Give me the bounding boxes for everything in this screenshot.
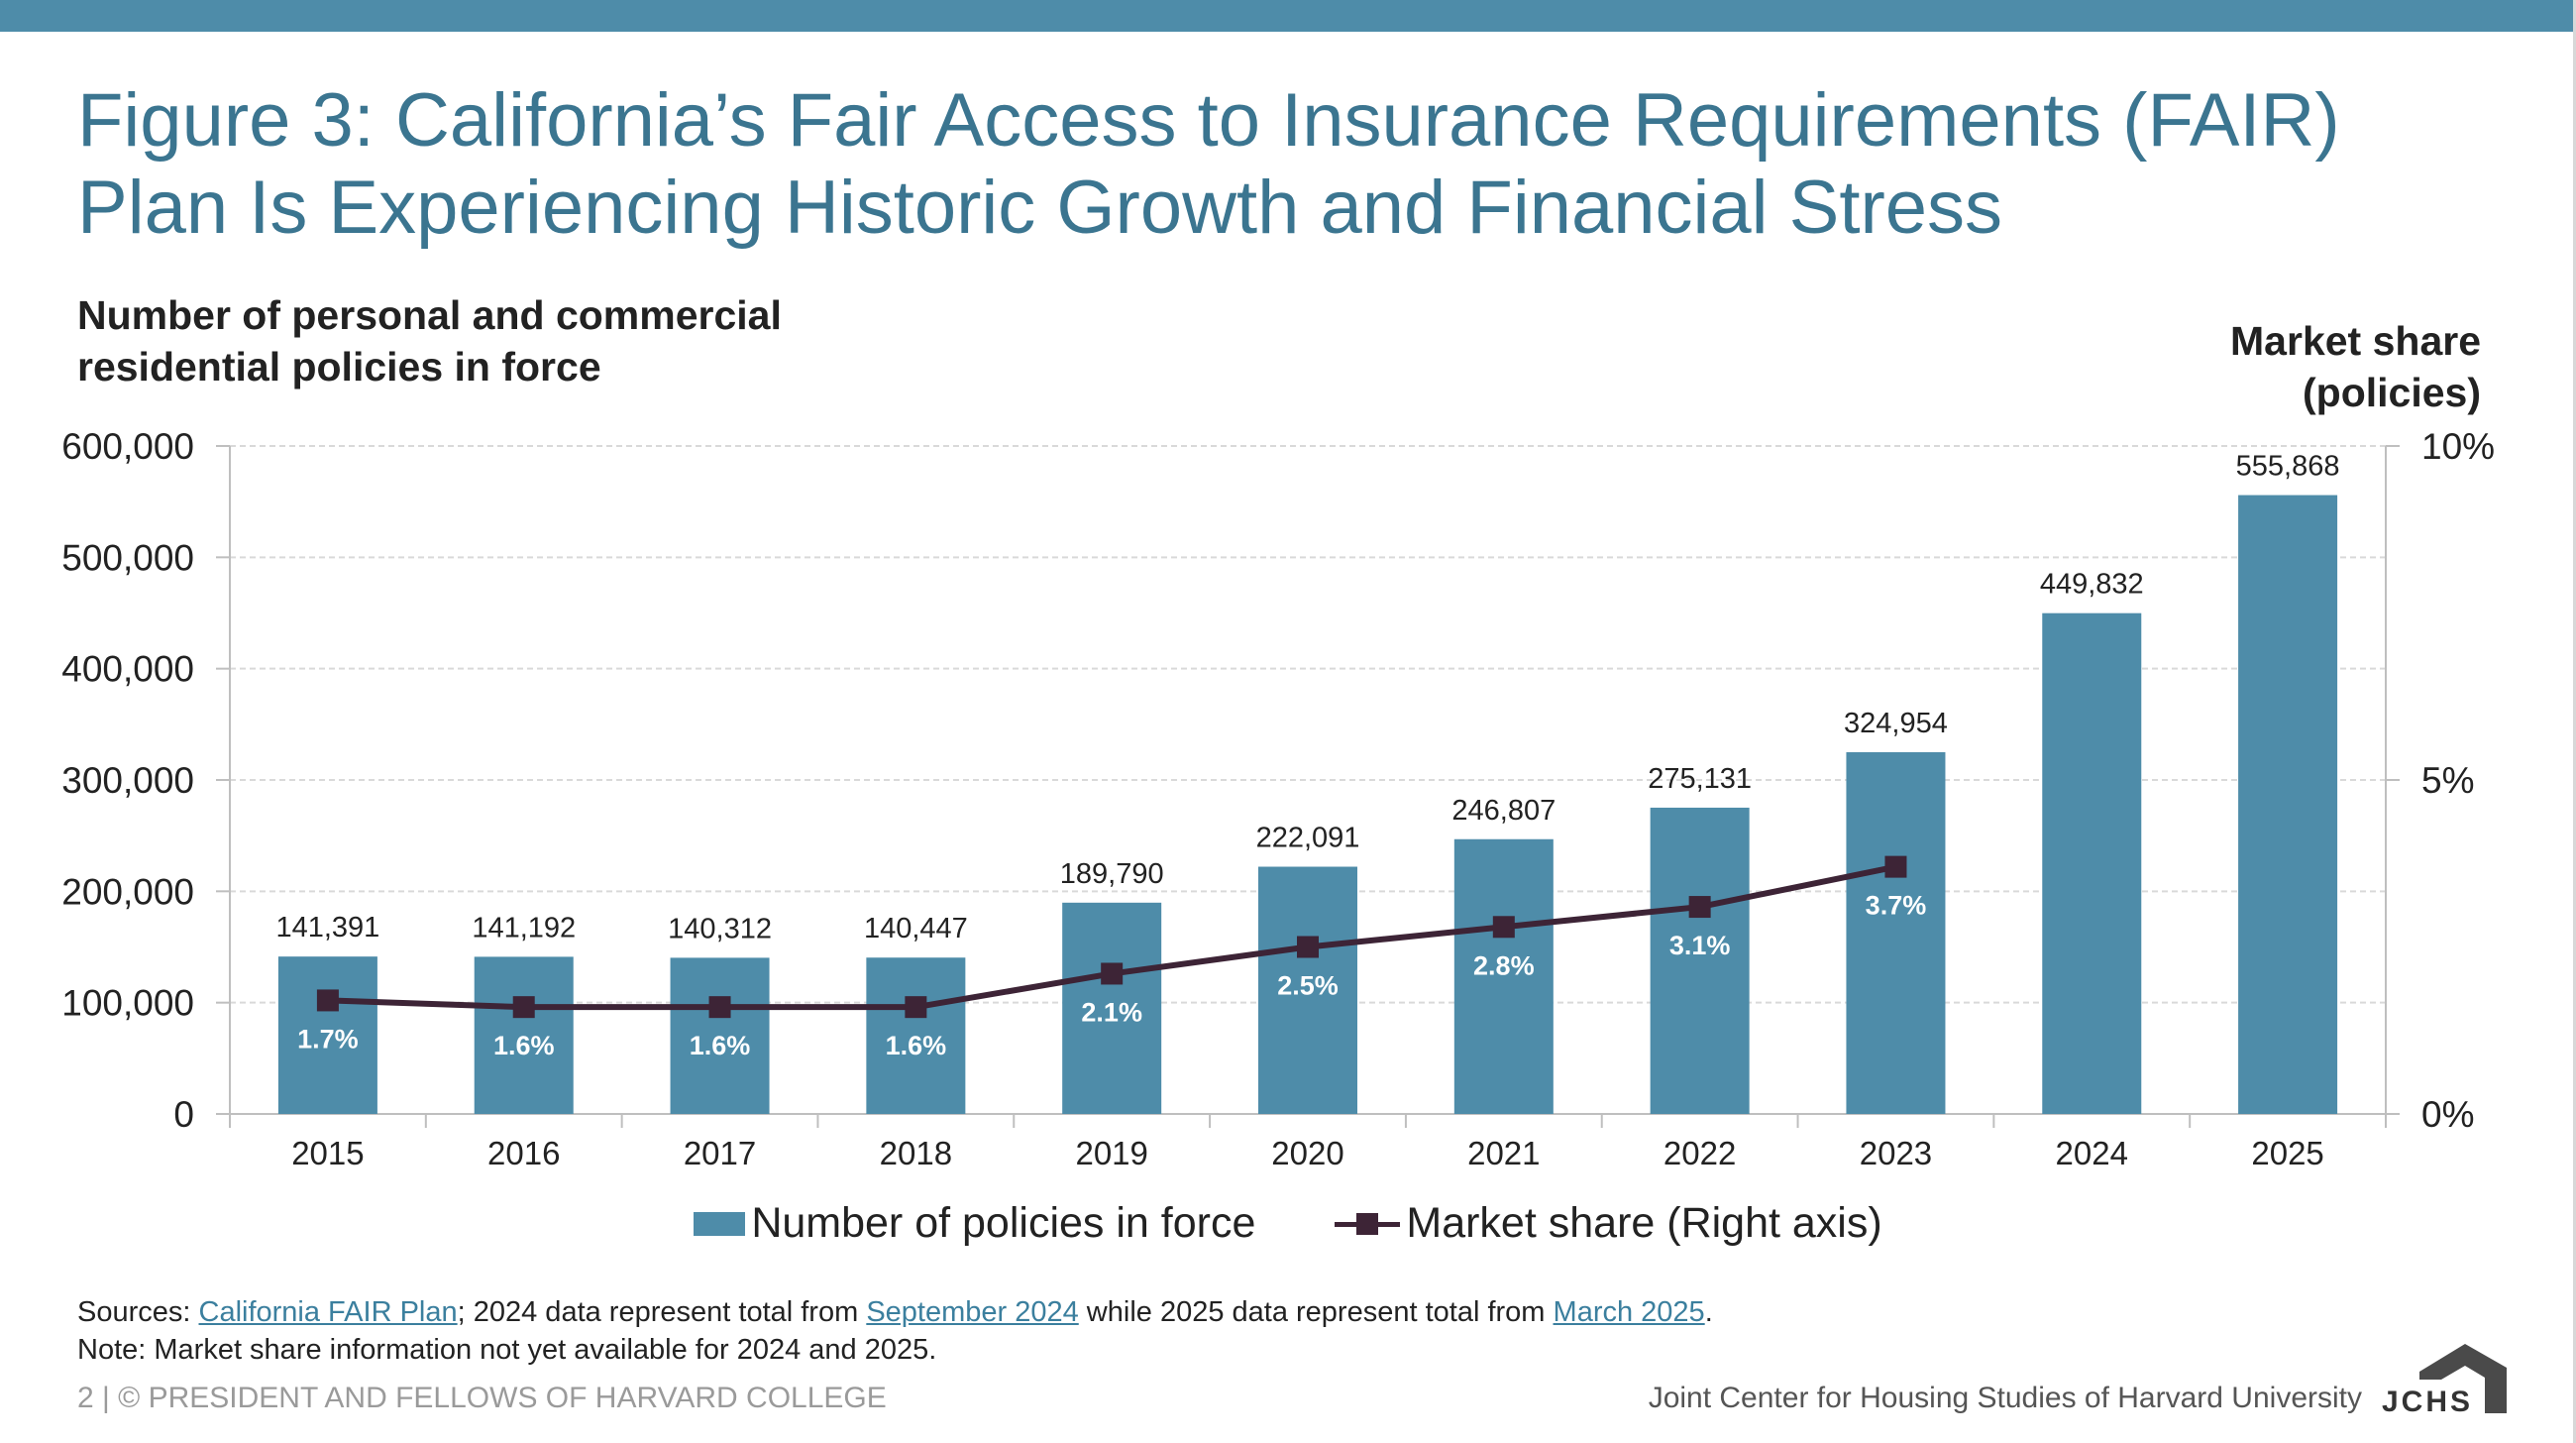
left-axis-tick-label: 300,000 [61, 760, 194, 801]
bar-value-labels: 141,391 141,192 140,312 140,447 189,790 222,0… [275, 451, 2339, 945]
left-axis-tick-label: 100,000 [61, 983, 194, 1024]
sources-text: Sources: California FAIR Plan; 2024 data… [77, 1294, 1713, 1330]
legend-item-policies: Number of policies in force [694, 1199, 1255, 1248]
left-axis-title-line-2: residential policies in force [77, 344, 601, 389]
market-share-point-label: 3.1% [1669, 931, 1731, 960]
right-axis-title: Market share (policies) [2230, 315, 2481, 418]
policy-bar [474, 956, 574, 1114]
market-share-point-label: 3.7% [1866, 891, 1927, 921]
x-axis-tick-label: 2016 [487, 1135, 560, 1171]
axes: 0 100,000 200,000 300,000 400,000 500,000 600,… [61, 426, 2495, 1171]
x-axis-tick-label: 2020 [1271, 1135, 1343, 1171]
left-axis-tick-label: 600,000 [61, 426, 194, 467]
policy-bar-value-label: 246,807 [1451, 795, 1556, 827]
policy-bar-value-label: 449,832 [2040, 569, 2144, 601]
source-link-september-2024[interactable]: September 2024 [866, 1296, 1079, 1328]
market-share-point [512, 996, 535, 1019]
right-axis-title-line-2: (policies) [2303, 370, 2481, 415]
note-text: Note: Market share information not yet a… [77, 1334, 937, 1366]
x-axis-tick-label: 2025 [2251, 1135, 2323, 1171]
policy-bar-value-label: 141,192 [472, 912, 576, 944]
policy-bar [866, 957, 966, 1114]
figure-title: Figure 3: California’s Fair Access to In… [77, 77, 2524, 252]
right-axis-title-line-1: Market share [2230, 318, 2481, 364]
source-link-march-2025[interactable]: March 2025 [1553, 1296, 1705, 1328]
top-accent-bar [0, 0, 2576, 32]
policy-bar-value-label: 275,131 [1648, 763, 1752, 795]
policy-bar [2042, 612, 2142, 1114]
source-link-fair-plan[interactable]: California FAIR Plan [198, 1296, 458, 1328]
footer-copyright: 2 | © PRESIDENT AND FELLOWS OF HARVARD C… [77, 1382, 887, 1414]
sources-prefix: Sources: [77, 1296, 199, 1328]
market-share-point [1101, 962, 1124, 985]
x-axis-tick-label: 2019 [1075, 1135, 1147, 1171]
policy-bar [277, 956, 377, 1114]
right-axis-tick-label: 5% [2421, 760, 2474, 801]
x-axis-tick-label: 2018 [880, 1135, 952, 1171]
market-share-point [708, 996, 731, 1019]
policy-bar [2238, 495, 2338, 1114]
market-share-point-label: 1.6% [690, 1031, 751, 1060]
legend-bar-swatch [694, 1211, 746, 1236]
market-share-point [316, 989, 339, 1012]
slide-edge [2573, 0, 2576, 1443]
left-axis-tick-label: 0 [173, 1094, 194, 1135]
market-share-line: 1.7% 1.6% 1.6% 1.6% 2.1% 2.5% 2.8% 3.1% 3.7% [297, 855, 1927, 1060]
legend-label-policies: Number of policies in force [751, 1199, 1256, 1247]
x-axis-tick-label: 2021 [1467, 1135, 1540, 1171]
left-axis-title: Number of personal and commercial reside… [77, 289, 782, 392]
policy-bar [1453, 838, 1554, 1114]
market-share-point [905, 996, 927, 1019]
right-axis-tick-label: 10% [2421, 426, 2495, 467]
legend-label-market-share: Market share (Right axis) [1406, 1199, 1882, 1247]
legend-item-market-share: Market share (Right axis) [1335, 1199, 1882, 1248]
market-share-point [1492, 916, 1515, 939]
policy-bar [1062, 902, 1162, 1114]
policy-bar-value-label: 222,091 [1256, 823, 1360, 854]
x-axis-tick-label: 2015 [291, 1135, 364, 1171]
market-share-point-label: 1.6% [886, 1031, 947, 1060]
sources-suffix: . [1704, 1296, 1713, 1328]
policy-bar [670, 957, 770, 1114]
market-share-point-label: 2.8% [1473, 950, 1535, 980]
policy-bar-value-label: 140,312 [668, 913, 772, 944]
x-axis-tick-label: 2017 [684, 1135, 756, 1171]
policy-bar-value-label: 324,954 [1844, 708, 1948, 739]
policy-bar-value-label: 555,868 [2236, 451, 2340, 483]
bars [277, 495, 2338, 1114]
market-share-point [1297, 936, 1319, 958]
x-axis-tick-label: 2022 [1664, 1135, 1736, 1171]
market-share-point-label: 2.5% [1277, 971, 1339, 1001]
market-share-point-label: 1.6% [493, 1031, 555, 1060]
policy-bar-value-label: 189,790 [1060, 858, 1164, 890]
figure-title-line-2: Plan Is Experiencing Historic Growth and… [77, 166, 2003, 250]
legend-line-swatch [1335, 1207, 1401, 1241]
jchs-house-logo-icon [2419, 1344, 2507, 1413]
figure-title-line-1: Figure 3: California’s Fair Access to In… [77, 78, 2340, 163]
policy-bar-value-label: 141,391 [275, 912, 379, 944]
left-axis-tick-label: 400,000 [61, 649, 194, 690]
left-axis-title-line-1: Number of personal and commercial [77, 292, 782, 338]
policy-bar [1650, 807, 1750, 1114]
footer-organization: Joint Center for Housing Studies of Harv… [1648, 1382, 2362, 1414]
left-axis-tick-label: 500,000 [61, 537, 194, 578]
market-share-point-label: 2.1% [1081, 997, 1142, 1027]
sources-mid-2: while 2025 data represent total from [1078, 1296, 1554, 1328]
left-axis-tick-label: 200,000 [61, 871, 194, 912]
policy-bar-value-label: 140,447 [864, 913, 968, 944]
x-axis-tick-label: 2023 [1860, 1135, 1932, 1171]
sources-mid-1: ; 2024 data represent total from [457, 1296, 867, 1328]
gridlines [230, 445, 2386, 1004]
market-share-point [1688, 896, 1711, 919]
jchs-logo-text: JCHS [2382, 1386, 2474, 1418]
policy-bar [1846, 751, 1946, 1114]
market-share-point [1884, 855, 1907, 878]
market-share-point-label: 1.7% [297, 1024, 359, 1054]
right-axis-tick-label: 0% [2421, 1094, 2474, 1135]
policy-bar [1258, 866, 1357, 1114]
x-axis-tick-label: 2024 [2056, 1135, 2128, 1171]
chart-legend: Number of policies in force Market share… [0, 1199, 2576, 1248]
